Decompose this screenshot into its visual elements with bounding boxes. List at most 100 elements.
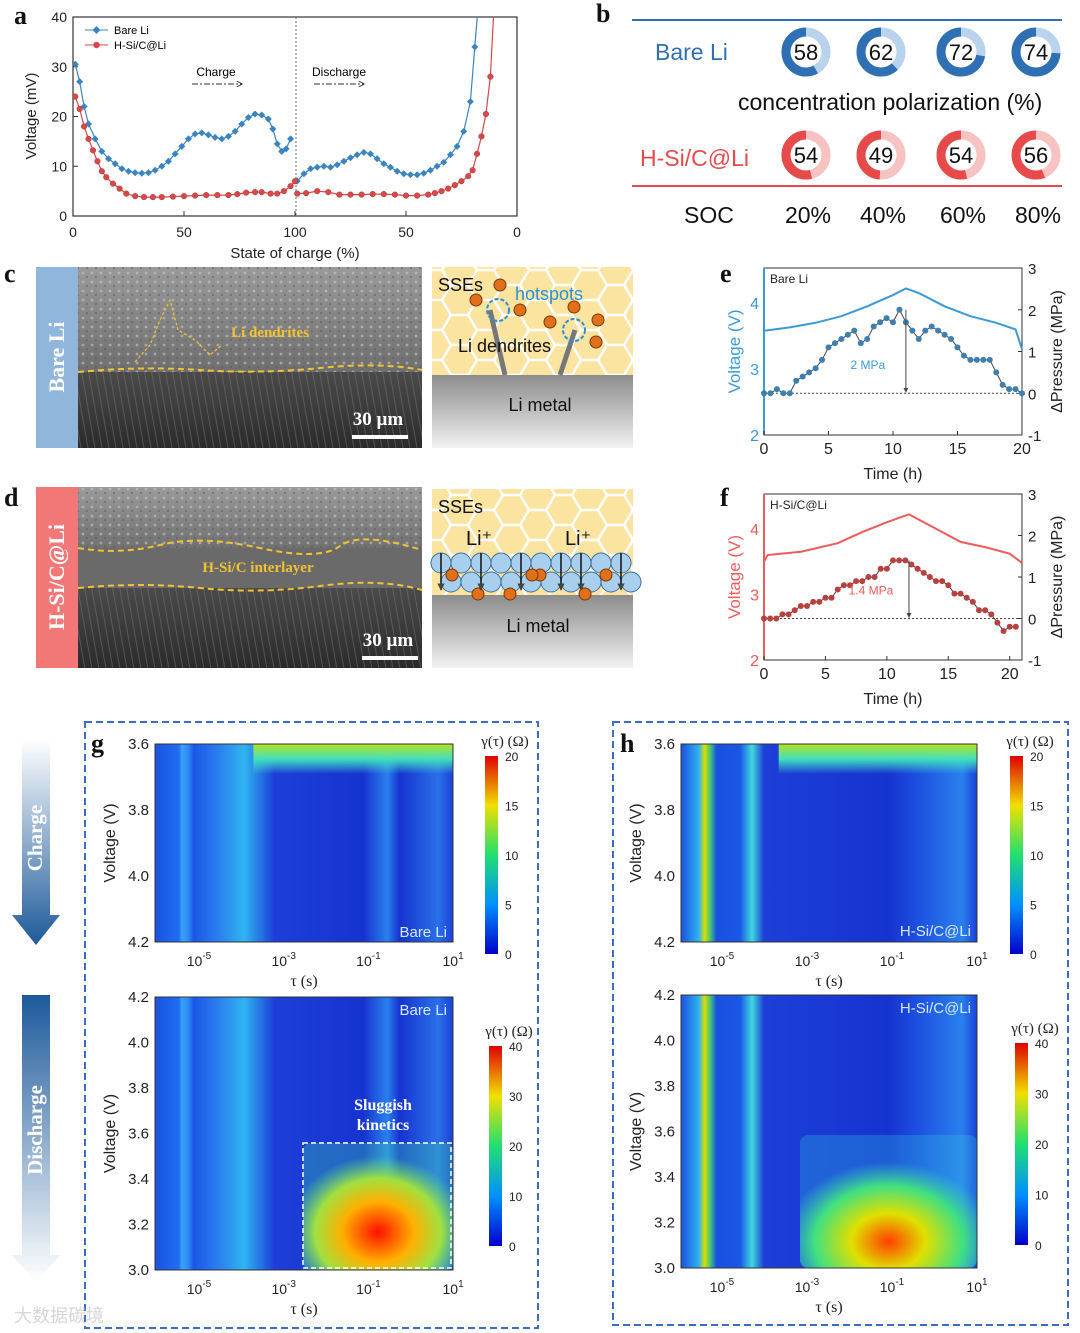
y2-tick-label: 2 <box>1028 303 1036 320</box>
data-point <box>171 150 179 158</box>
donut: 74 <box>1011 27 1061 77</box>
x-tick-label: 100 <box>283 224 307 240</box>
sse-particle <box>599 568 613 582</box>
data-point <box>440 158 448 166</box>
heatmap-field <box>681 744 977 942</box>
pressure-point <box>969 598 976 605</box>
sample-label: H-Si/C@Li <box>900 1000 971 1017</box>
soc-category: 20% <box>785 202 831 228</box>
pressure-point <box>920 569 927 576</box>
donut: 56 <box>1011 130 1061 180</box>
charge-label: Charge <box>23 805 47 872</box>
y2-tick-label: 1 <box>1028 570 1036 587</box>
donut-value: 72 <box>949 40 973 65</box>
data-point <box>98 168 105 175</box>
pressure-point <box>786 390 793 397</box>
carbon-sphere <box>480 571 502 593</box>
y-tick-label: 2 <box>750 428 759 445</box>
colorbar-title: γ(τ) (Ω) <box>480 734 529 750</box>
y-tick-label: 3 <box>750 362 759 379</box>
delta-annotation: 1.4 MPa <box>849 583 894 597</box>
data-point <box>85 135 92 142</box>
pressure-point <box>1006 623 1013 630</box>
sample-label: H-Si/C@Li <box>900 923 971 940</box>
data-point <box>164 157 172 165</box>
data-point <box>466 98 474 106</box>
data-point <box>402 192 410 199</box>
y2-tick-label: 0 <box>1028 612 1036 629</box>
sse-label: SSEs <box>438 497 483 517</box>
y-tick-label: 3.6 <box>654 1124 675 1141</box>
data-point <box>445 185 452 192</box>
plot-frame <box>154 743 454 943</box>
data-point <box>391 191 398 198</box>
sse-label: SSEs <box>438 275 483 295</box>
legend-bare-li: Bare Li <box>114 25 149 37</box>
pressure-point <box>967 356 974 363</box>
data-point <box>320 162 328 170</box>
x-tick-exponent: -1 <box>895 951 904 962</box>
sample-label: Bare Li <box>399 1002 447 1019</box>
donut-value: 58 <box>794 40 818 65</box>
data-point <box>131 169 139 177</box>
data-point <box>267 190 274 197</box>
data-point <box>258 189 265 196</box>
x-tick-exponent: -5 <box>202 1279 211 1290</box>
panel-b-polarization: Bare Li H-Si/C@Li concentration polariza… <box>632 19 1062 228</box>
colorbar-title: γ(τ) (Ω) <box>1005 734 1054 750</box>
data-point <box>469 167 476 174</box>
pressure-point <box>1000 627 1007 634</box>
data-point <box>273 140 281 148</box>
donut-arc <box>856 130 906 180</box>
data-point <box>431 190 438 197</box>
y-tick-label: 30 <box>51 59 67 75</box>
x-tick-label: 10-5 <box>710 1277 735 1295</box>
pressure-point <box>767 615 774 622</box>
colorbar <box>1010 756 1023 954</box>
x-tick-exponent: -3 <box>287 1279 296 1290</box>
data-point <box>380 191 387 198</box>
panel-letter-h: h <box>620 729 635 758</box>
pressure-point <box>976 607 982 614</box>
colorbar-tick-label: 40 <box>1035 1037 1049 1051</box>
x-tick-exponent: -3 <box>810 951 819 962</box>
x-tick-exponent: 1 <box>458 1279 464 1290</box>
soc-category: 40% <box>860 202 906 228</box>
data-point <box>251 189 259 196</box>
hotspot-circle <box>562 318 586 342</box>
pressure-point <box>864 335 871 342</box>
x-tick-label: 0 <box>513 224 521 240</box>
x-tick-label: 50 <box>176 224 192 240</box>
pressure-point <box>797 603 804 610</box>
pressure-point <box>914 565 921 572</box>
sluggish-region-box <box>302 1142 452 1269</box>
data-point <box>360 148 368 156</box>
legend: Bare Li H-Si/C@Li <box>85 25 166 52</box>
y2-axis-label: ΔPressure (MPa) <box>1049 516 1066 639</box>
x-tick-label: 10-3 <box>271 951 296 969</box>
carbon-sphere <box>560 571 582 593</box>
donut-arc <box>936 130 986 180</box>
x-axis-label: Time (h) <box>864 691 923 708</box>
data-point <box>91 135 99 143</box>
donut-arc <box>856 27 906 77</box>
schematic-hsic-li: SSEs Li⁺ Li⁺ Li metal <box>430 489 642 668</box>
pressure-point <box>812 365 819 372</box>
hotspots-label: hotspots <box>515 284 583 304</box>
donut-arc <box>1011 130 1061 180</box>
x-tick-label: 0 <box>760 441 769 458</box>
data-point <box>451 182 458 189</box>
sem-image-bare-li: Li dendrites 30 µm <box>77 267 423 448</box>
pressure-point <box>909 327 916 334</box>
metal-label: Li metal <box>508 395 571 415</box>
pressure-point <box>799 373 806 380</box>
data-point <box>336 191 343 198</box>
x-tick-exponent: -5 <box>725 1277 734 1288</box>
data-point <box>291 178 299 185</box>
heatmap-hot-region <box>800 1135 977 1268</box>
pressure-point <box>853 578 860 585</box>
data-point <box>269 125 277 133</box>
sluggish-kinetics-annotation: kinetics <box>357 1117 409 1134</box>
